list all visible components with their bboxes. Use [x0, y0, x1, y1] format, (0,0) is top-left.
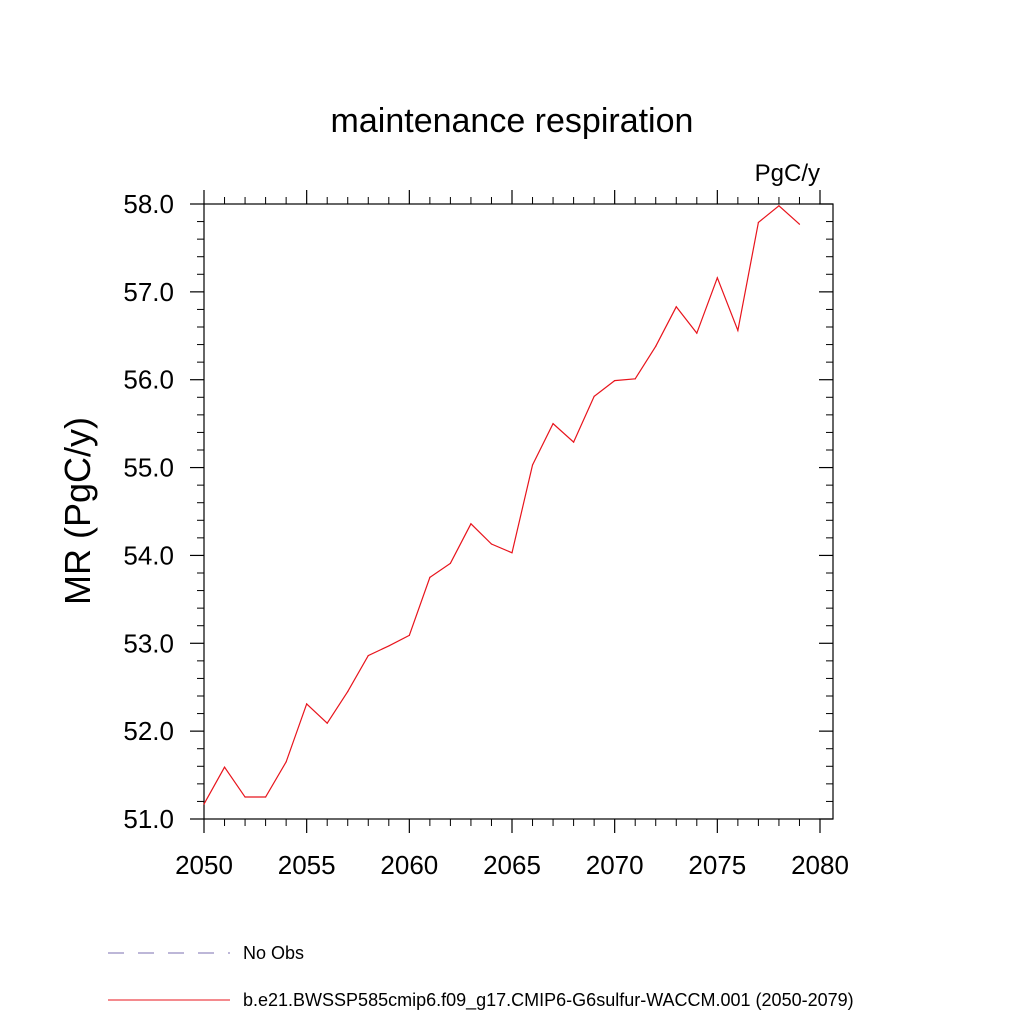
units-label: PgC/y — [755, 160, 820, 187]
plot-frame — [203, 203, 834, 820]
data-point — [388, 645, 390, 647]
y-tick-label: 58.0 — [123, 189, 174, 219]
data-point — [490, 543, 493, 545]
minor-ticks — [197, 197, 833, 826]
data-point — [614, 379, 616, 382]
data-point — [634, 378, 636, 380]
data-point — [429, 576, 431, 578]
data-point — [470, 523, 472, 525]
data-point — [737, 329, 739, 332]
series-group — [203, 204, 801, 805]
major-ticks — [190, 190, 833, 833]
data-point — [285, 761, 287, 763]
data-point — [265, 796, 267, 798]
x-tick-label: 2075 — [688, 850, 746, 880]
y-tick-label: 54.0 — [123, 540, 174, 570]
y-tick-labels: 51.0 52.0 53.0 54.0 55.0 56.0 57.0 58.0 — [123, 189, 174, 834]
data-point — [203, 803, 205, 805]
y-tick-label: 57.0 — [123, 277, 174, 307]
x-tick-label: 2065 — [483, 850, 541, 880]
x-tick-label: 2050 — [175, 850, 233, 880]
y-tick-label: 51.0 — [123, 804, 174, 834]
series-line — [203, 204, 800, 805]
y-tick-label: 53.0 — [123, 628, 174, 658]
data-point — [798, 223, 801, 225]
data-point — [306, 703, 308, 705]
data-point — [716, 277, 718, 279]
data-point — [552, 423, 554, 425]
data-point — [223, 766, 226, 768]
data-point — [531, 464, 534, 466]
data-point — [778, 205, 780, 207]
data-point — [347, 691, 349, 693]
data-point — [757, 221, 760, 224]
data-point — [367, 654, 369, 657]
legend-label-model: b.e21.BWSSP585cmip6.f09_g17.CMIP6-G6sulf… — [243, 990, 854, 1011]
y-tick-label: 55.0 — [123, 453, 174, 483]
legend-label-no-obs: No Obs — [243, 943, 304, 963]
data-point — [511, 552, 513, 554]
chart-title: maintenance respiration — [331, 102, 694, 140]
data-point — [326, 722, 328, 724]
data-point — [449, 562, 451, 564]
x-tick-labels: 2050 2055 2060 2065 2070 2075 2080 — [175, 850, 849, 880]
data-point — [593, 395, 595, 398]
x-tick-label: 2060 — [380, 850, 438, 880]
legend: No Obs b.e21.BWSSP585cmip6.f09_g17.CMIP6… — [108, 943, 854, 1011]
x-tick-label: 2080 — [791, 850, 849, 880]
data-point — [655, 345, 657, 347]
y-axis-label: MR (PgC/y) — [57, 417, 98, 605]
data-point — [696, 332, 698, 334]
data-point — [244, 796, 246, 798]
data-point — [675, 306, 677, 308]
x-tick-label: 2055 — [278, 850, 336, 880]
data-point — [408, 634, 410, 636]
data-point — [573, 441, 575, 443]
y-tick-label: 52.0 — [123, 716, 174, 746]
y-tick-label: 56.0 — [123, 365, 174, 395]
x-tick-label: 2070 — [586, 850, 644, 880]
